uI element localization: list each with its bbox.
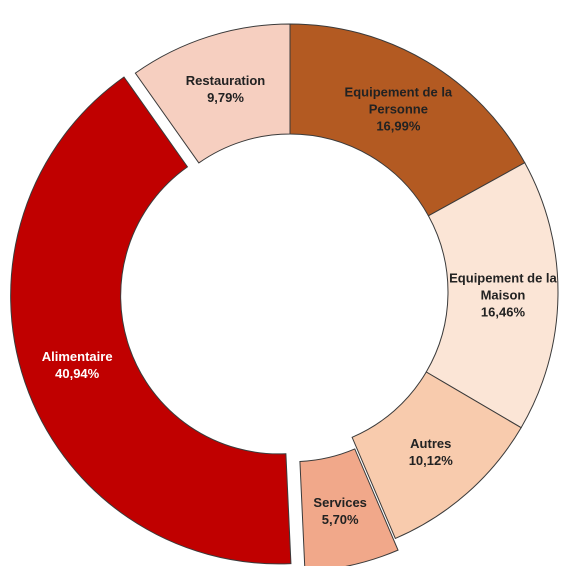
category-label: Autres xyxy=(410,435,452,451)
slice-label: Restauration 9,79% xyxy=(168,72,284,106)
value-label: 5,70% xyxy=(321,512,359,528)
value-label: 40,94% xyxy=(55,366,100,381)
slice-label: Equipement de la Personne 16,99% xyxy=(340,83,456,134)
category-label: Services xyxy=(313,495,367,511)
value-label: 9,79% xyxy=(207,89,244,105)
donut-slice xyxy=(299,448,399,566)
donut-slice xyxy=(10,76,292,565)
value-label: 16,46% xyxy=(480,304,526,320)
slice-label: Alimentaire 40,94% xyxy=(19,348,135,382)
category-label: Equipement de la Maison xyxy=(449,270,557,303)
donut-slice xyxy=(134,23,291,164)
donut-slice xyxy=(425,162,559,429)
donut-slice xyxy=(351,371,522,540)
slice-label: Services 5,70% xyxy=(282,494,398,528)
value-label: 16,99% xyxy=(376,118,421,134)
slice-label: Equipement de la Maison 16,46% xyxy=(445,269,561,320)
category-label: Alimentaire xyxy=(41,349,113,364)
category-label: Restauration xyxy=(185,72,266,88)
value-label: 10,12% xyxy=(408,452,453,468)
slice-label: Autres 10,12% xyxy=(373,435,489,469)
category-label: Equipement de la Personne xyxy=(344,84,453,117)
